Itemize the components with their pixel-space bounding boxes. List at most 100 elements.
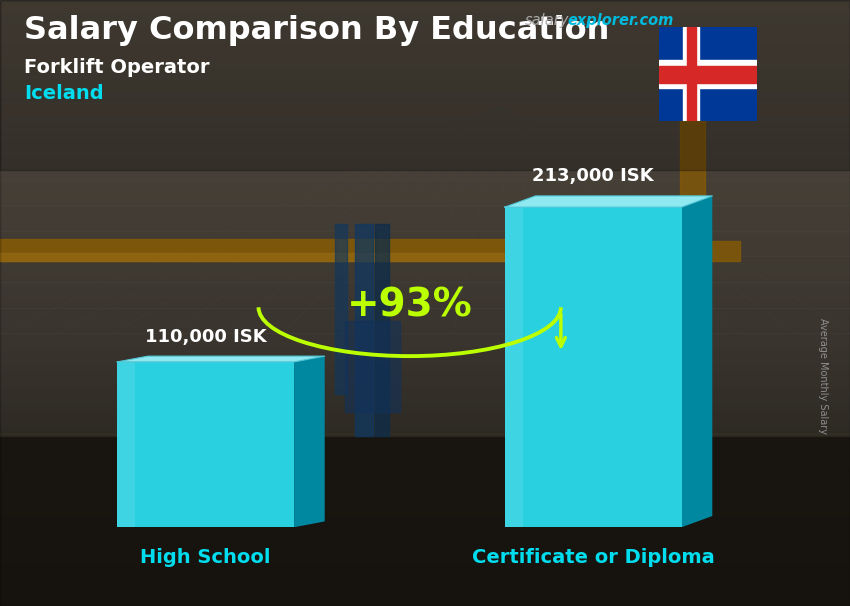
Bar [0,127,850,133]
Bar [0,6,850,12]
Bar [0,12,850,18]
Text: salary: salary [525,13,570,28]
Bar [0,430,850,436]
Bar [0,236,850,242]
Text: Forklift Operator: Forklift Operator [24,58,209,76]
Bar [0,0,850,170]
Bar [0,115,850,121]
Bar [0,133,850,139]
Bar [0,327,850,333]
Bar [650,241,740,261]
Bar [0,424,850,430]
Bar [0,594,850,600]
Text: +93%: +93% [347,286,473,324]
Bar [0,345,850,351]
Bar [0,442,850,448]
Bar [0,448,850,454]
Bar [0,321,850,327]
Polygon shape [505,196,712,207]
Bar [0,188,850,194]
Bar [659,65,756,83]
Bar [0,303,850,309]
Text: Iceland: Iceland [24,84,104,102]
Bar [0,433,850,436]
Bar [0,24,850,30]
Bar [0,527,850,533]
Bar [0,491,850,497]
Bar [0,515,850,521]
Bar [0,339,850,345]
Bar [0,176,850,182]
Bar [0,285,850,291]
Bar [0,400,850,406]
Bar [0,55,850,61]
Bar [0,291,850,297]
Bar [0,582,850,588]
Text: 213,000 ISK: 213,000 ISK [532,167,654,185]
Bar [0,42,850,48]
Bar [520,236,550,301]
Bar [0,30,850,36]
Bar [0,248,850,255]
Bar [0,370,850,376]
Bar [0,539,850,545]
Bar [0,121,850,127]
Text: 110,000 ISK: 110,000 ISK [144,328,267,345]
Bar [0,279,850,285]
Bar [0,521,850,527]
Bar [0,351,850,358]
Bar [0,406,850,412]
Bar [0,239,550,261]
Polygon shape [682,196,712,527]
Bar [0,170,850,176]
Bar [0,97,850,103]
Bar [0,152,850,158]
Bar [0,255,850,261]
Bar [0,273,850,279]
Bar [345,321,400,412]
Bar [0,388,850,394]
Polygon shape [117,362,135,527]
Bar [0,139,850,145]
Bar [0,109,850,115]
Bar [0,67,850,73]
Bar [0,503,850,509]
Bar [355,224,373,436]
Bar [0,570,850,576]
Bar [0,509,850,515]
Bar [0,218,850,224]
Bar [335,224,347,394]
Bar [0,0,850,6]
Bar [0,297,850,303]
Bar [687,27,695,121]
Bar [0,564,850,570]
Bar [0,309,850,315]
Bar [0,467,850,473]
Polygon shape [505,207,682,527]
Bar [0,333,850,339]
Polygon shape [117,356,325,362]
Polygon shape [117,362,294,527]
Bar [0,394,850,400]
Bar [0,253,550,261]
Bar [0,558,850,564]
Bar [0,261,850,267]
Bar [0,200,850,206]
Bar [659,60,756,88]
Bar [0,85,850,91]
Bar [0,588,850,594]
Bar [0,485,850,491]
Bar [0,600,850,606]
Bar [0,545,850,551]
Bar [0,473,850,479]
Bar [0,551,850,558]
Polygon shape [505,207,523,527]
Bar [0,103,850,109]
Bar [0,376,850,382]
Bar [0,18,850,24]
Bar [0,164,850,170]
Text: High School: High School [140,548,271,567]
Bar [0,315,850,321]
Bar [0,418,850,424]
Bar [0,79,850,85]
